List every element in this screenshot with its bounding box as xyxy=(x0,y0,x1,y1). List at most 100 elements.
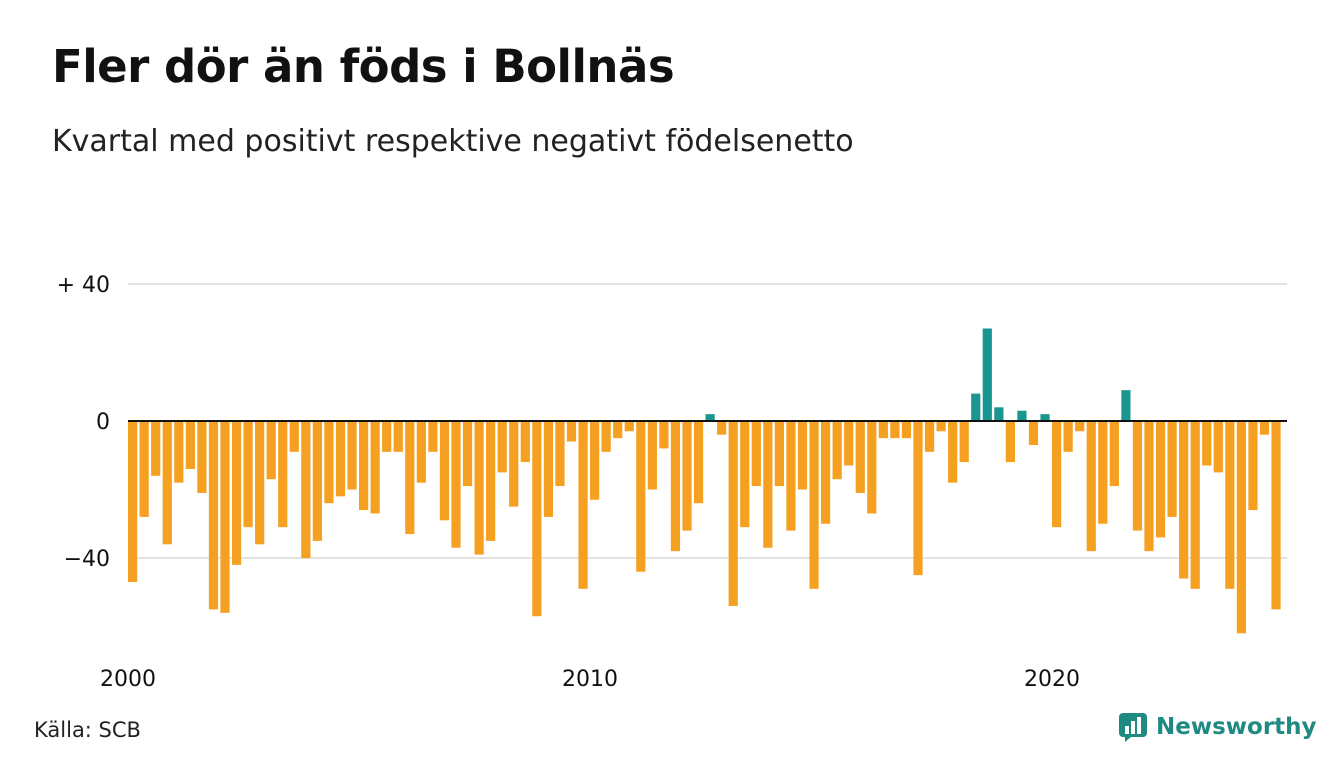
bar xyxy=(601,421,611,452)
bar xyxy=(913,421,923,576)
bar xyxy=(416,421,426,483)
bar xyxy=(197,421,207,493)
bar xyxy=(255,421,265,545)
bar xyxy=(844,421,854,466)
bar xyxy=(786,421,796,531)
bar xyxy=(289,421,299,452)
bar xyxy=(994,407,1004,421)
bar xyxy=(751,421,761,487)
bar xyxy=(624,421,634,432)
bar xyxy=(185,421,195,469)
bar xyxy=(243,421,253,528)
bar xyxy=(890,421,900,439)
bar xyxy=(1155,421,1166,538)
bar xyxy=(705,414,715,421)
bar xyxy=(566,421,577,442)
y-tick-label: + 40 xyxy=(57,273,110,298)
bar-chart: + 40 0 −40 2000 2010 2020 xyxy=(57,273,1287,692)
bar xyxy=(1179,421,1189,579)
bar xyxy=(405,421,415,535)
bar xyxy=(324,421,334,504)
bar xyxy=(312,421,322,541)
newsworthy-logo-icon xyxy=(1119,713,1147,742)
bar xyxy=(1167,421,1177,517)
bar xyxy=(497,421,507,473)
bar xyxy=(1098,421,1108,524)
bar xyxy=(670,421,681,552)
bar xyxy=(128,421,138,582)
bar xyxy=(1259,421,1270,435)
bar xyxy=(682,421,692,531)
bar xyxy=(266,421,276,480)
bar xyxy=(821,421,831,524)
bar xyxy=(451,421,461,548)
bar xyxy=(208,421,219,610)
bar xyxy=(982,328,992,421)
bar xyxy=(139,421,149,517)
source-label: Källa: SCB xyxy=(34,718,141,742)
bar xyxy=(1248,421,1258,511)
bar xyxy=(1017,410,1027,421)
bar xyxy=(1236,421,1246,634)
bar xyxy=(1040,414,1050,421)
bar xyxy=(393,421,403,452)
bar xyxy=(335,421,346,497)
bar xyxy=(520,421,530,463)
bar xyxy=(867,421,877,514)
bar xyxy=(693,421,704,504)
bar xyxy=(1225,421,1235,589)
bar xyxy=(486,421,496,541)
bar xyxy=(174,421,184,483)
chart-title: Fler dör än föds i Bollnäs xyxy=(52,40,675,93)
bar xyxy=(774,421,784,487)
bar xyxy=(1213,421,1223,473)
bar xyxy=(220,421,230,613)
bar xyxy=(901,421,912,439)
bar xyxy=(1005,421,1015,463)
bar xyxy=(647,421,657,490)
bar xyxy=(924,421,935,452)
bar xyxy=(359,421,369,511)
bar xyxy=(936,421,946,432)
bar xyxy=(1075,421,1085,432)
bar xyxy=(1086,421,1096,552)
bar xyxy=(532,421,542,617)
bar xyxy=(151,421,161,476)
bar xyxy=(1132,421,1143,531)
y-tick-label: 0 xyxy=(96,410,110,435)
bar xyxy=(278,421,288,528)
bar xyxy=(1028,421,1039,445)
bar xyxy=(971,393,981,421)
bar xyxy=(231,421,242,565)
bar xyxy=(1052,421,1062,528)
bar xyxy=(855,421,865,493)
bar xyxy=(578,421,588,589)
bar xyxy=(1109,421,1119,487)
bar xyxy=(1190,421,1200,589)
bar xyxy=(948,421,958,483)
bar xyxy=(728,421,738,606)
bar xyxy=(1144,421,1154,552)
bar xyxy=(763,421,773,548)
chart-subtitle: Kvartal med positivt respektive negativt… xyxy=(52,124,854,159)
bar xyxy=(428,421,438,452)
bar xyxy=(439,421,450,521)
bar xyxy=(462,421,473,487)
bar xyxy=(1063,421,1073,452)
bar xyxy=(555,421,565,487)
bar xyxy=(809,421,819,589)
bar xyxy=(590,421,600,500)
bar xyxy=(543,421,553,517)
bar xyxy=(509,421,519,507)
bar xyxy=(301,421,311,558)
bar xyxy=(347,421,357,490)
bar xyxy=(717,421,727,435)
x-tick-label: 2000 xyxy=(100,667,156,692)
y-tick-label: −40 xyxy=(64,547,110,572)
brand-name: Newsworthy xyxy=(1156,714,1317,740)
bar xyxy=(162,421,172,545)
bar xyxy=(1202,421,1212,466)
bar xyxy=(636,421,646,572)
bar xyxy=(832,421,842,480)
bar xyxy=(797,421,808,490)
